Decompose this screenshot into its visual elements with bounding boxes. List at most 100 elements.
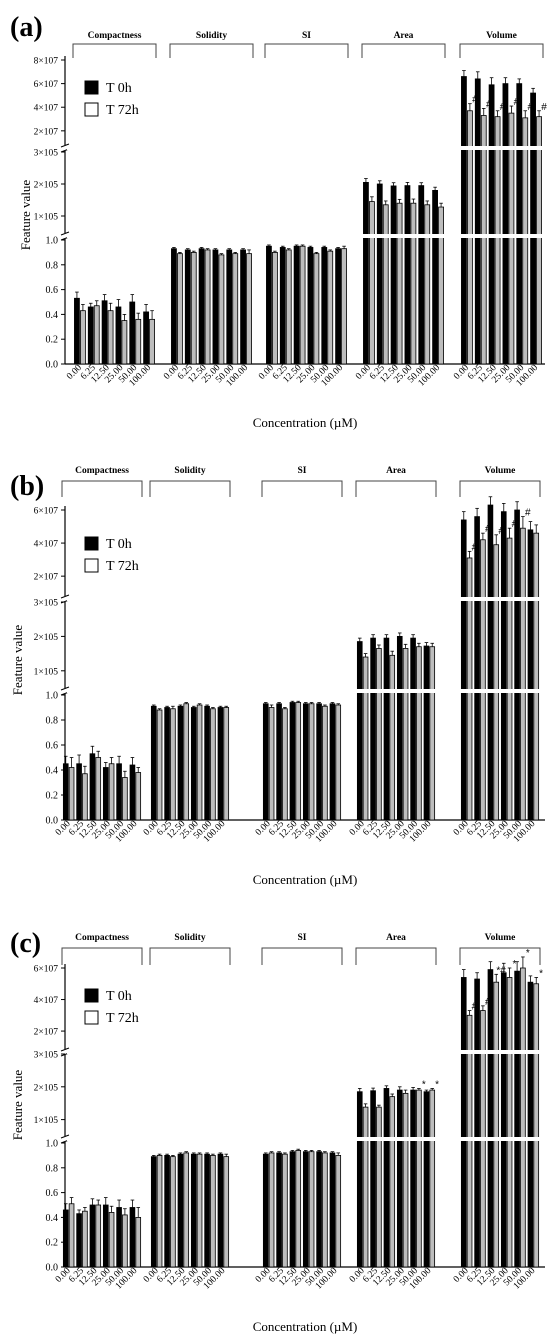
bar-t0 — [74, 297, 80, 365]
bar-t72 — [68, 767, 75, 821]
bar-t72 — [121, 320, 128, 365]
bar-t0 — [474, 78, 481, 365]
bar-t0 — [143, 311, 149, 365]
y-tick-label: 2×107 — [34, 573, 59, 583]
axis-break-gap — [61, 1136, 69, 1142]
bar-t72 — [282, 708, 288, 821]
bar-t72 — [156, 709, 163, 821]
y-tick-label: 1×105 — [34, 667, 59, 677]
group-label: Solidity — [174, 466, 205, 476]
y-tick-label: 0.4 — [46, 766, 59, 777]
bar-t0 — [89, 753, 96, 821]
bar-t72 — [122, 1214, 128, 1268]
bar-t0 — [150, 705, 157, 821]
bar-t0 — [514, 970, 520, 1268]
group-bracket — [149, 947, 231, 965]
panel-label: (a) — [10, 12, 43, 43]
y-axis-label: Feature value — [10, 625, 25, 696]
y-tick-label: 0.6 — [46, 285, 59, 296]
bar-t72 — [416, 646, 422, 821]
y-tick-label: 0.6 — [46, 1188, 59, 1199]
bar-t0 — [279, 247, 286, 365]
bar-t0 — [376, 183, 383, 365]
bar-t72 — [82, 1210, 88, 1268]
significance-mark: * — [435, 1079, 439, 1090]
bar-t0 — [293, 245, 300, 365]
y-tick-label: 1.0 — [46, 691, 59, 702]
plot-break-band — [67, 597, 545, 601]
bar-t0 — [390, 185, 397, 365]
legend-swatch — [84, 1010, 99, 1025]
group-bracket — [355, 480, 437, 497]
legend-label: T 72h — [106, 103, 139, 118]
bar-t0 — [101, 300, 108, 365]
bar-t72 — [313, 253, 320, 365]
group-label: Area — [394, 31, 414, 41]
bar-t72 — [204, 249, 211, 365]
bar-t72 — [520, 527, 526, 821]
bar-t0 — [164, 1155, 170, 1268]
bar-t0 — [487, 504, 494, 821]
bar-t72 — [506, 537, 513, 821]
bar-t0 — [396, 1089, 403, 1268]
bar-t0 — [418, 185, 425, 365]
group-label: Solidity — [196, 31, 227, 41]
y-tick-label: 3×105 — [34, 149, 59, 159]
bar-t72 — [424, 204, 431, 365]
y-tick-label: 4×107 — [34, 540, 59, 550]
bar-t0 — [502, 83, 509, 365]
bar-t0 — [307, 247, 314, 365]
bar-t0 — [212, 249, 219, 365]
panel-b: (b) 0.0 0.2 0.4 0.6 0.8 1.0 1×105 2×105 3×105 2×10… — [10, 466, 545, 887]
bar-t0 — [396, 636, 403, 821]
bar-t0 — [460, 977, 467, 1268]
y-tick-label: 3×105 — [34, 599, 59, 609]
bar-t72 — [183, 703, 190, 821]
y-tick-label: 6×107 — [34, 507, 59, 517]
bar-t0 — [76, 1213, 82, 1268]
group-label: SI — [298, 466, 307, 476]
bar-t72 — [335, 704, 342, 821]
group-label: Compactness — [88, 31, 142, 41]
bar-t0 — [89, 1204, 96, 1268]
y-tick-label: 2×105 — [34, 633, 59, 643]
bar-t72 — [308, 1151, 315, 1268]
group-bracket — [61, 947, 143, 965]
group-bracket — [459, 43, 544, 58]
bar-t0 — [302, 1151, 309, 1268]
bar-t72 — [149, 318, 155, 365]
bar-t0 — [102, 1204, 109, 1268]
group-label: SI — [302, 31, 311, 41]
bar-t72 — [327, 250, 334, 365]
bar-t72 — [493, 981, 500, 1268]
bar-t72 — [416, 1089, 422, 1268]
group-bracket — [149, 480, 231, 497]
bar-t0 — [488, 84, 495, 365]
bar-t0 — [302, 703, 309, 821]
y-tick-label: 0.8 — [46, 260, 59, 271]
bar-t0 — [432, 189, 438, 365]
bar-t72 — [135, 772, 142, 821]
bar-t0 — [62, 763, 69, 821]
group-label: SI — [298, 933, 307, 943]
axis-break-mark — [60, 686, 70, 691]
bar-t72 — [429, 646, 436, 821]
significance-mark: *# — [496, 965, 506, 976]
bar-t72 — [438, 206, 444, 365]
group-bracket — [261, 947, 343, 965]
y-tick-label: 0.2 — [46, 1238, 59, 1249]
y-tick-label: 1.0 — [46, 236, 59, 247]
bar-t0 — [204, 705, 210, 821]
y-tick-label: 0.2 — [46, 335, 59, 346]
y-tick-label: 0.4 — [46, 310, 59, 321]
significance-mark: * — [422, 1079, 426, 1090]
bar-t72 — [522, 117, 529, 365]
bar-t72 — [177, 253, 183, 365]
bar-t72 — [108, 1212, 115, 1268]
bar-t72 — [362, 656, 369, 821]
bar-t72 — [272, 251, 278, 365]
bar-t72 — [389, 1096, 396, 1268]
y-tick-label: 8×107 — [34, 57, 59, 67]
group-bracket — [459, 947, 541, 965]
